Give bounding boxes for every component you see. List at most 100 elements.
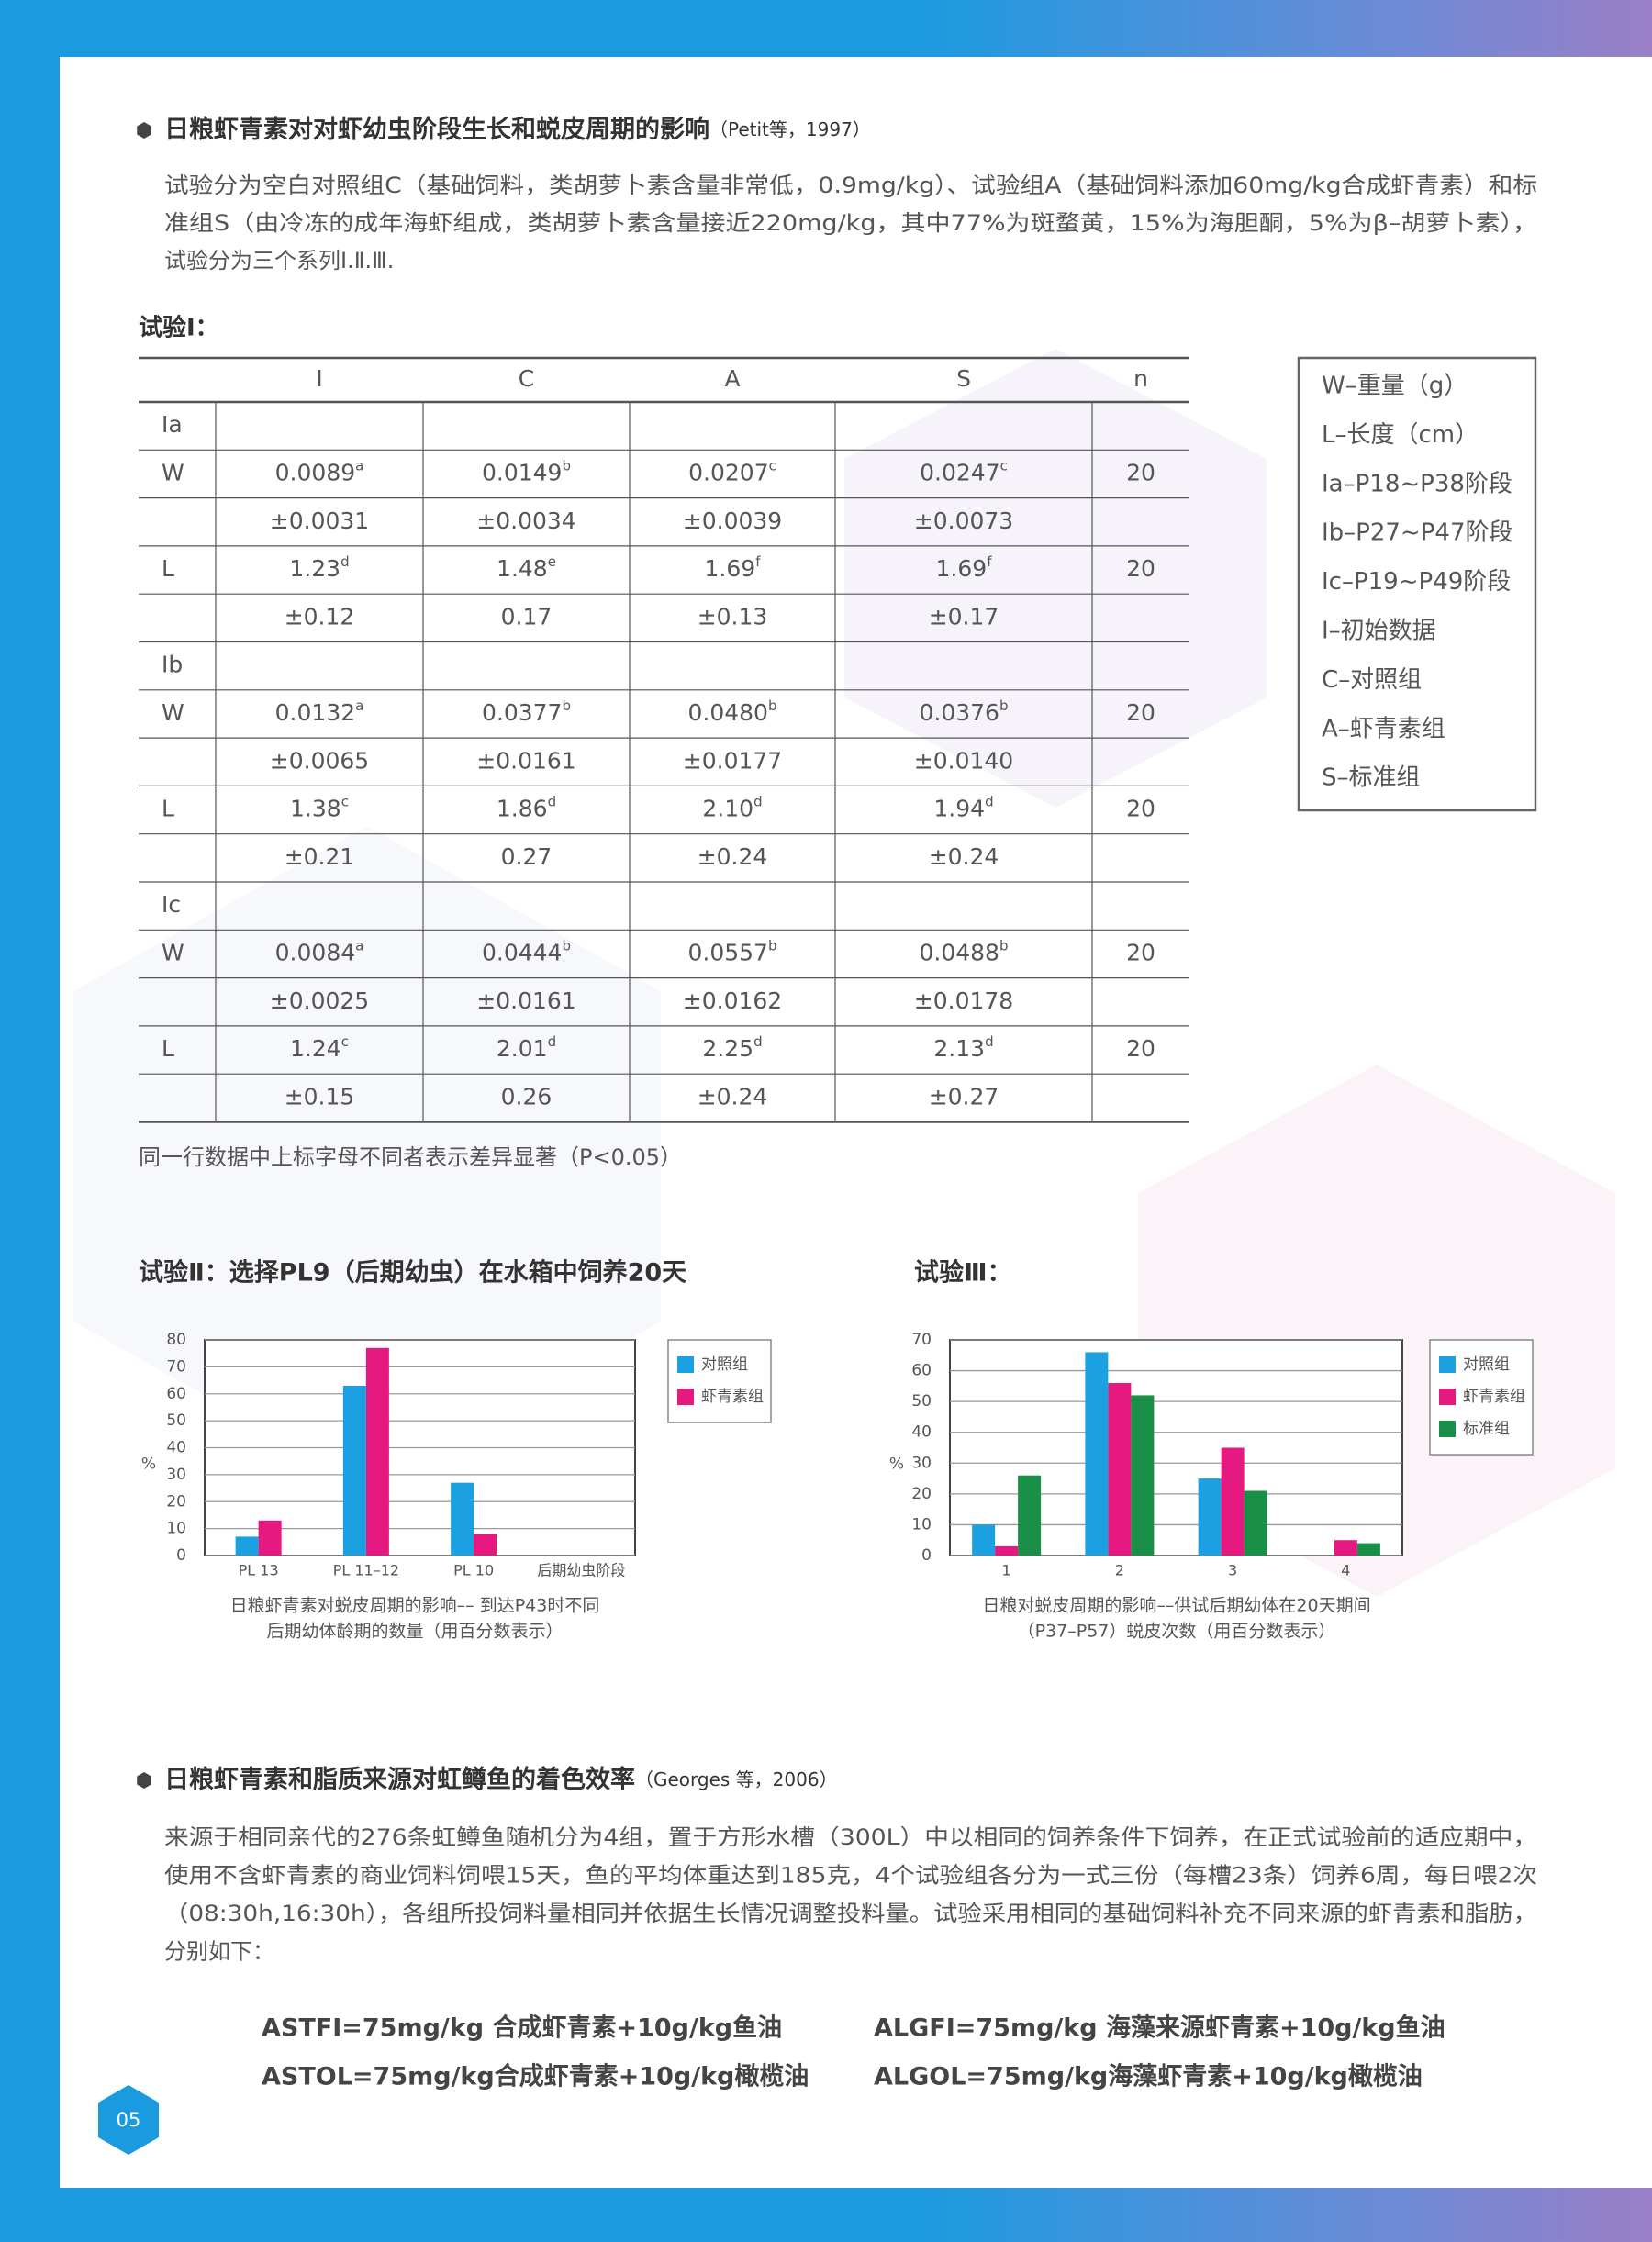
- table-cell: ±0.24: [698, 843, 768, 870]
- table-cell: 0.26: [501, 1083, 553, 1110]
- table-cell: W: [162, 939, 184, 965]
- table-cell: L: [162, 1035, 174, 1062]
- bg-hexagon: [844, 349, 1267, 808]
- table-header: A: [724, 365, 740, 392]
- table-title: 试验Ⅰ：: [139, 314, 219, 342]
- table-cell: W: [162, 699, 184, 726]
- x-tick-label: 1: [1002, 1562, 1011, 1579]
- cell-superscript: d: [753, 1033, 763, 1050]
- cell-superscript: d: [548, 1033, 557, 1050]
- table-cell: 0.0376b: [919, 697, 1008, 726]
- y-tick-label: 20: [911, 1485, 932, 1503]
- table-header: C: [519, 365, 534, 392]
- legend-item: W–重量（g）: [1322, 373, 1468, 400]
- chart-caption: 日粮虾青素对蜕皮周期的影响–– 到达P43时不同: [230, 1596, 600, 1616]
- table-cell: Ic: [162, 891, 181, 918]
- cell-value: 0.0207: [688, 459, 768, 485]
- x-tick-label: PL 13: [239, 1562, 279, 1579]
- cell-superscript: d: [985, 1033, 994, 1050]
- table-cell: 1.23d: [289, 553, 349, 583]
- bar: [1018, 1475, 1042, 1556]
- bar: [1108, 1383, 1132, 1556]
- cell-value: 0.0247: [920, 459, 999, 485]
- table-cell: Ia: [162, 411, 183, 438]
- legend-swatch: [677, 1356, 694, 1373]
- legend-label: 对照组: [701, 1355, 748, 1374]
- cell-value: 1.24: [290, 1035, 341, 1062]
- legend-item: Ia–P18~P38阶段: [1322, 470, 1512, 497]
- table-cell: 1.69f: [705, 553, 762, 583]
- table-cell: 0.0149b: [482, 457, 571, 486]
- x-tick-label: PL 10: [453, 1562, 494, 1579]
- cell-superscript: b: [999, 937, 1009, 954]
- cell-superscript: b: [562, 457, 571, 474]
- bullet: [137, 1772, 151, 1789]
- cell-value: 0.0089: [275, 459, 355, 485]
- legend-swatch: [1439, 1389, 1456, 1405]
- cell-superscript: c: [341, 1033, 349, 1050]
- table-header: I: [316, 365, 322, 392]
- y-tick-label: 70: [911, 1331, 932, 1349]
- bar: [972, 1524, 996, 1556]
- cell-superscript: d: [753, 793, 763, 809]
- paragraph-line: 分别如下：: [164, 1939, 274, 1965]
- table-cell: 20: [1126, 555, 1155, 582]
- table-cell: ±0.12: [285, 603, 355, 630]
- table-cell: ±0.24: [929, 843, 999, 870]
- table-cell: 1.38c: [290, 793, 349, 822]
- formula: ASTOL=75mg/kg合成虾青素+10g/kg橄榄油: [262, 2062, 809, 2091]
- cell-value: 0.0557: [687, 939, 767, 965]
- cell-value: 0.0488: [919, 939, 999, 965]
- table-cell: ±0.15: [285, 1083, 355, 1110]
- table-cell: 2.10d: [702, 793, 762, 822]
- cell-value: 1.38: [290, 796, 341, 822]
- cell-value: 0.0480: [687, 699, 767, 726]
- table-cell: 1.86d: [497, 793, 556, 822]
- legend-swatch: [1439, 1421, 1456, 1437]
- cell-superscript: d: [985, 793, 994, 809]
- title-text: 日粮虾青素对对虾幼虫阶段生长和蜕皮周期的影响: [164, 115, 709, 144]
- legend-label: 对照组: [1463, 1355, 1510, 1374]
- formula: ASTFI=75mg/kg 合成虾青素+10g/kg鱼油: [262, 2013, 782, 2043]
- cell-superscript: a: [355, 457, 363, 474]
- bar: [1198, 1478, 1222, 1556]
- cell-value: 2.10: [702, 796, 753, 822]
- chart-caption: 日粮对蜕皮周期的影响––供试后期幼体在20天期间: [982, 1596, 1370, 1616]
- table-cell: 1.94d: [933, 793, 993, 822]
- legend-item: I–初始数据: [1322, 618, 1436, 645]
- table-cell: 2.01d: [497, 1033, 556, 1063]
- table-cell: ±0.0178: [914, 987, 1013, 1014]
- cell-superscript: d: [340, 553, 350, 570]
- table-cell: ±0.0140: [914, 747, 1013, 774]
- table-cell: 20: [1126, 459, 1155, 485]
- table-cell: 2.13d: [933, 1033, 993, 1063]
- x-tick-label: PL 11–12: [333, 1562, 399, 1579]
- bullet: [137, 122, 151, 139]
- table-cell: 0.0247c: [920, 457, 1008, 486]
- y-axis-label: %: [141, 1456, 156, 1474]
- table-cell: ±0.0177: [683, 747, 782, 774]
- citation: （Petit等，1997）: [709, 118, 871, 140]
- table-cell: ±0.0161: [476, 987, 575, 1014]
- page-number: 05: [117, 2109, 141, 2131]
- legend-item: S–标准组: [1322, 764, 1421, 792]
- table-cell: Ib: [162, 652, 183, 678]
- table-cell: L: [162, 555, 174, 582]
- legend-box: [1297, 356, 1537, 812]
- cell-value: 2.13: [933, 1035, 985, 1062]
- bar: [995, 1545, 1019, 1556]
- plot-area: [949, 1339, 1403, 1556]
- table-cell: ±0.0039: [683, 508, 782, 534]
- legend-swatch: [677, 1389, 694, 1405]
- cell-value: 2.01: [497, 1035, 548, 1062]
- cell-superscript: e: [548, 553, 556, 570]
- chart-caption: （P37–P57）蜕皮次数（用百分数表示）: [1018, 1622, 1336, 1642]
- cell-value: 1.86: [497, 796, 548, 822]
- cell-superscript: b: [768, 937, 777, 954]
- legend-box: [667, 1339, 772, 1423]
- legend-label: 虾青素组: [701, 1388, 764, 1406]
- legend-item: L–长度（cm）: [1322, 421, 1479, 449]
- bar: [365, 1347, 389, 1556]
